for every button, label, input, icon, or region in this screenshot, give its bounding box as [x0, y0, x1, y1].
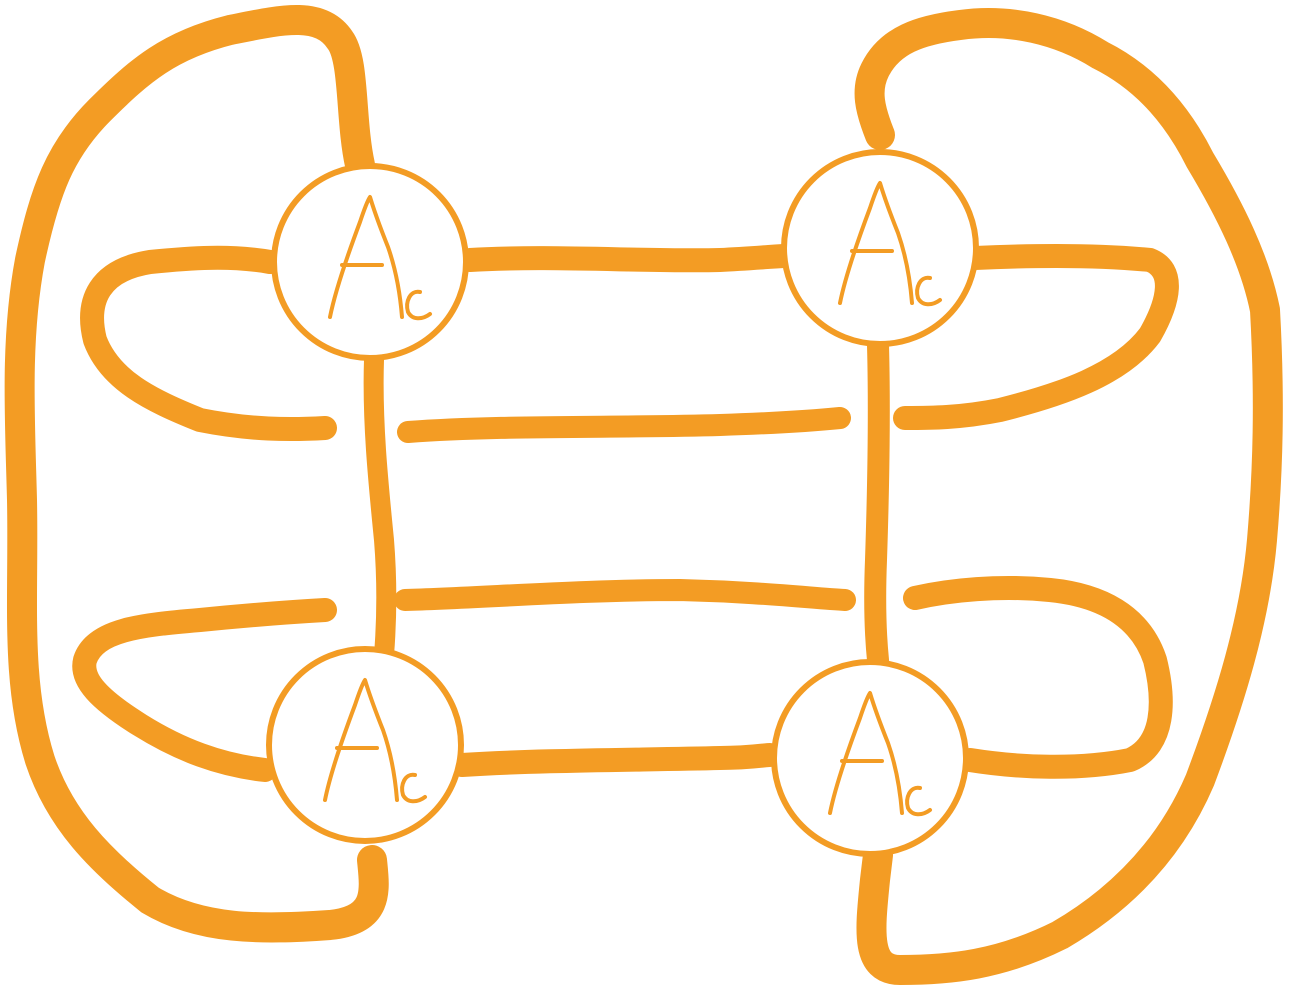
node-circle	[781, 149, 979, 347]
edge-bottom-left-to-bottom-right	[450, 743, 782, 777]
graph-nodes: Ac Ac Ac	[266, 149, 979, 857]
node-top-right: Ac	[781, 149, 979, 347]
node-label-ac: Ac	[328, 195, 432, 321]
edge-left-half-loop-lower	[72, 598, 337, 782]
edge-outer-right-loop	[854, 8, 1283, 985]
node-bottom-right: Ac	[771, 659, 969, 857]
edge-outer-left-loop	[4, 5, 389, 943]
edge-top-right-to-bottom-right	[864, 334, 890, 671]
node-label-ac: Ac	[838, 181, 942, 307]
node-label-ac: Ac	[828, 691, 932, 817]
edge-right-half-loop-upper	[893, 243, 1179, 430]
edge-middle-lower	[394, 579, 856, 611]
node-bottom-left: Ac	[266, 646, 464, 844]
edge-top-left-to-bottom-left	[363, 350, 397, 665]
node-circle	[771, 659, 969, 857]
node-top-left: Ac	[271, 163, 469, 361]
node-circle	[271, 163, 469, 361]
edge-left-half-loop-upper	[80, 245, 337, 442]
edge-top-left-to-top-right	[458, 243, 817, 273]
edge-right-half-loop-lower	[903, 576, 1173, 779]
edge-middle-upper	[397, 407, 851, 443]
node-label-ac: Ac	[323, 678, 427, 804]
node-circle	[266, 646, 464, 844]
graph-edges	[4, 5, 1283, 985]
